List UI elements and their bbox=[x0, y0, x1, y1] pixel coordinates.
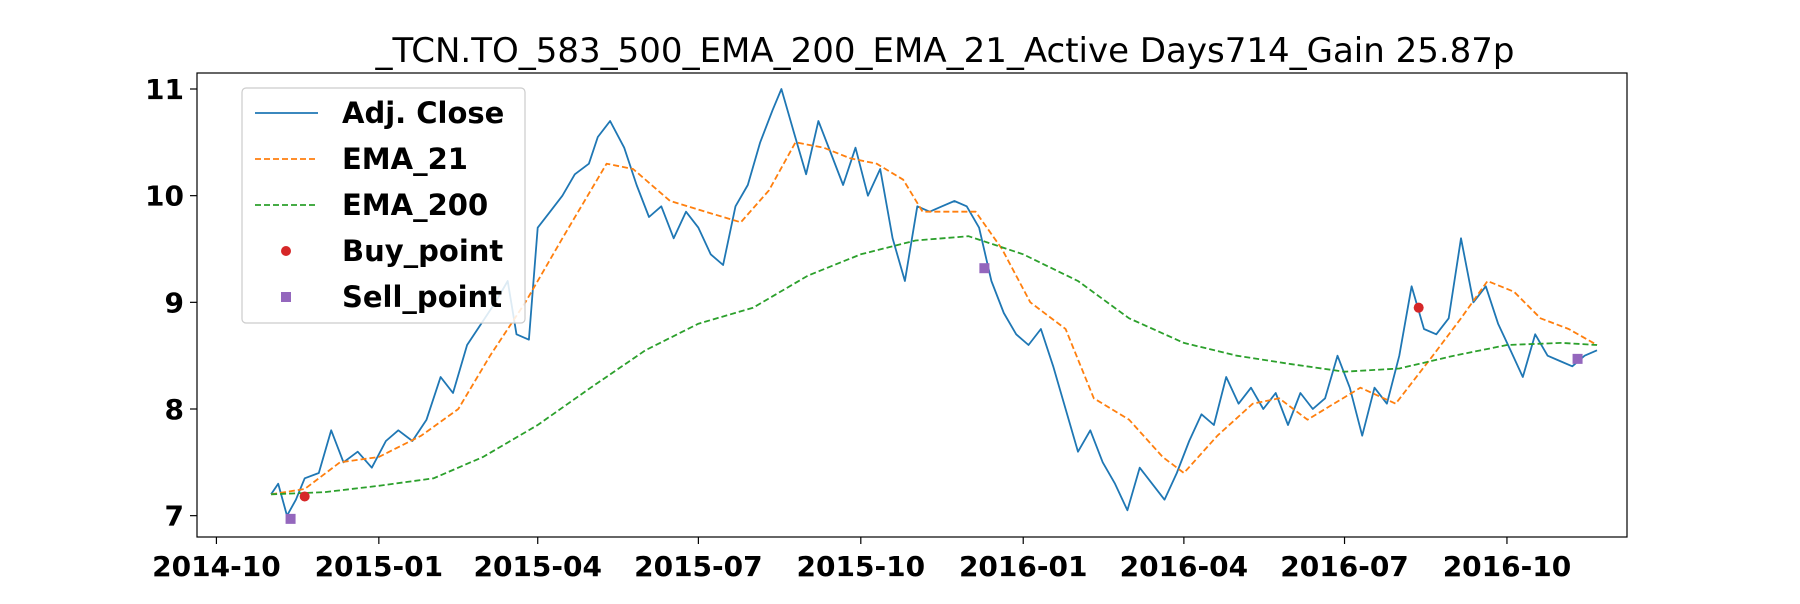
legend: Adj. Close EMA_21 EMA_200 Buy_point Sell_poi… bbox=[241, 87, 526, 324]
y-tick-label: 11 bbox=[145, 73, 184, 106]
x-tick-label: 2016-04 bbox=[1120, 550, 1249, 583]
x-tick-label: 2016-01 bbox=[959, 550, 1088, 583]
x-tick-label: 2014-10 bbox=[152, 550, 281, 583]
x-tick-label: 2016-10 bbox=[1443, 550, 1572, 583]
legend-label-ema-21: EMA_21 bbox=[342, 142, 468, 176]
buy-point-marker bbox=[1413, 302, 1424, 313]
y-tick-label: 9 bbox=[165, 286, 184, 319]
legend-box bbox=[241, 87, 526, 324]
legend-swatch-buy-point bbox=[281, 246, 291, 256]
x-tick-label: 2015-10 bbox=[797, 550, 926, 583]
legend-label-ema-200: EMA_200 bbox=[342, 188, 488, 222]
chart-title: _TCN.TO_583_500_EMA_200_EMA_21_Active Da… bbox=[374, 31, 1514, 71]
y-tick-label: 8 bbox=[165, 393, 184, 426]
buy-point-marker bbox=[299, 491, 310, 502]
plot-frame bbox=[196, 72, 1628, 538]
legend-swatch-sell-point bbox=[281, 292, 291, 302]
sell-point-marker bbox=[285, 513, 296, 524]
sell-point-marker bbox=[979, 263, 990, 274]
axes: 2014-10 2015-01 2015-04 2015-07 2015-10 2016-… bbox=[145, 72, 1628, 583]
legend-label-adj-close: Adj. Close bbox=[342, 96, 504, 130]
series-line-ema-21 bbox=[270, 141, 1598, 496]
sell-point-marker bbox=[1572, 353, 1583, 364]
x-tick-label: 2015-04 bbox=[473, 550, 602, 583]
legend-label-sell-point: Sell_point bbox=[342, 280, 502, 314]
y-tick-label: 10 bbox=[145, 180, 184, 213]
legend-label-buy-point: Buy_point bbox=[342, 234, 503, 268]
y-tick-label: 7 bbox=[165, 500, 184, 533]
x-tick-label: 2015-07 bbox=[634, 550, 763, 583]
x-tick-label: 2015-01 bbox=[315, 550, 444, 583]
series-line-ema-200 bbox=[271, 235, 1598, 496]
x-tick-label: 2016-07 bbox=[1280, 550, 1409, 583]
